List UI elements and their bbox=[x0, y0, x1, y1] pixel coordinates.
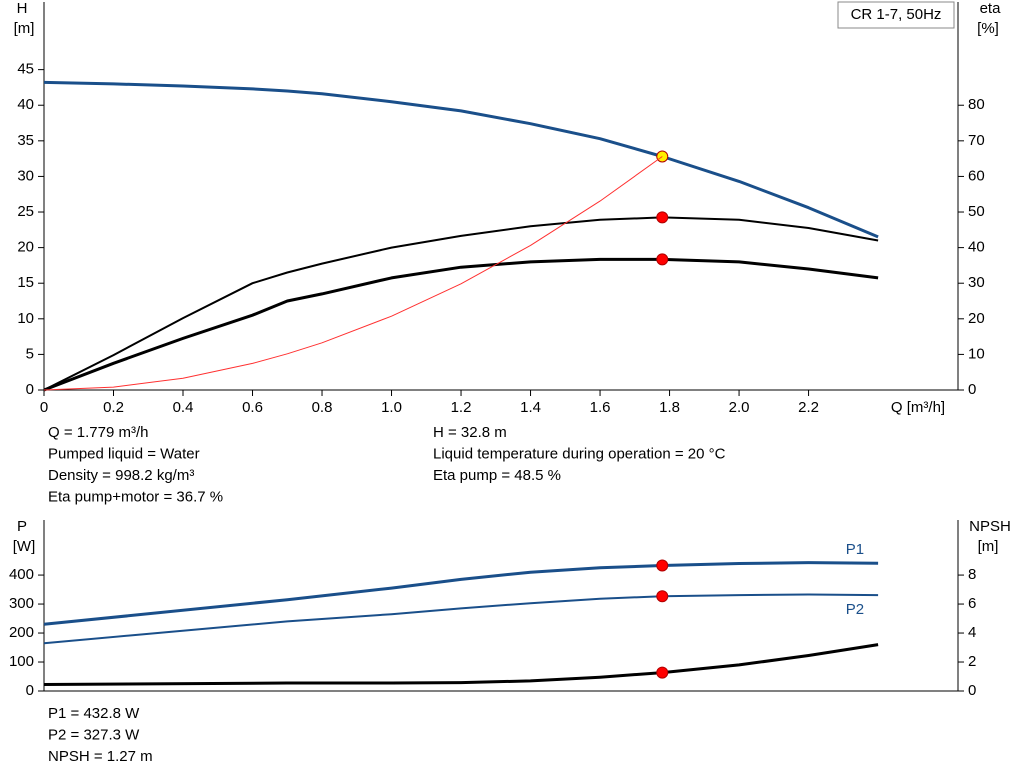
y-tick-label: 0 bbox=[26, 682, 34, 699]
curve bbox=[43, 257, 879, 392]
y2-tick-label: 50 bbox=[968, 203, 985, 220]
y2-tick-label: 20 bbox=[968, 310, 985, 327]
info-text: P2 = 327.3 W bbox=[48, 726, 140, 743]
y-tick-label: 15 bbox=[17, 274, 34, 291]
y2-tick-label: 6 bbox=[968, 595, 976, 612]
y2-tick-label: 80 bbox=[968, 96, 985, 113]
y2-tick-label: 0 bbox=[968, 381, 976, 398]
y2-axis-unit: [m] bbox=[978, 538, 999, 555]
x-tick-label: 0.8 bbox=[312, 399, 333, 416]
y-tick-label: 40 bbox=[17, 96, 34, 113]
y-tick-label: 10 bbox=[17, 310, 34, 327]
y-tick-label: 400 bbox=[9, 566, 34, 583]
info-text: Q = 1.779 m³/h bbox=[48, 424, 148, 441]
y2-tick-label: 10 bbox=[968, 345, 985, 362]
y2-tick-label: 60 bbox=[968, 167, 985, 184]
y-tick-label: 200 bbox=[9, 624, 34, 641]
curve bbox=[43, 80, 879, 239]
x-tick-label: 1.4 bbox=[520, 399, 541, 416]
y-tick-label: 20 bbox=[17, 239, 34, 256]
duty-point bbox=[656, 590, 669, 603]
curve bbox=[43, 156, 663, 391]
y2-tick-label: 0 bbox=[968, 682, 976, 699]
curve bbox=[43, 561, 879, 626]
y2-tick-label: 8 bbox=[968, 566, 976, 583]
info-text: Pumped liquid = Water bbox=[48, 445, 200, 462]
y-tick-label: 0 bbox=[26, 381, 34, 398]
info-text: P1 = 432.8 W bbox=[48, 705, 140, 722]
y-tick-label: 100 bbox=[9, 653, 34, 670]
y-axis-label: H bbox=[17, 0, 28, 17]
chart-title: CR 1-7, 50Hz bbox=[851, 6, 942, 23]
y2-tick-label: 2 bbox=[968, 653, 976, 670]
x-tick-label: 1.0 bbox=[381, 399, 402, 416]
title-box bbox=[837, 1, 955, 29]
y-tick-label: 5 bbox=[26, 345, 34, 362]
x-tick-label: 0 bbox=[40, 399, 48, 416]
x-tick-label: 2.0 bbox=[729, 399, 750, 416]
y2-tick-label: 70 bbox=[968, 132, 985, 149]
x-tick-label: 0.4 bbox=[173, 399, 194, 416]
series-label: P1 bbox=[846, 541, 864, 558]
x-tick-label: 0.2 bbox=[103, 399, 124, 416]
x-axis-label: Q [m³/h] bbox=[891, 399, 945, 416]
x-tick-label: 0.6 bbox=[242, 399, 263, 416]
x-tick-label: 1.8 bbox=[659, 399, 680, 416]
y-tick-label: 300 bbox=[9, 595, 34, 612]
duty-point bbox=[656, 253, 669, 266]
info-text: Density = 998.2 kg/m³ bbox=[48, 467, 194, 484]
info-text: NPSH = 1.27 m bbox=[48, 748, 153, 765]
info-text: Eta pump+motor = 36.7 % bbox=[48, 488, 223, 505]
y2-tick-label: 4 bbox=[968, 624, 976, 641]
curve bbox=[43, 216, 879, 391]
info-text: Liquid temperature during operation = 20… bbox=[433, 445, 726, 462]
x-tick-label: 1.2 bbox=[451, 399, 472, 416]
y2-tick-label: 40 bbox=[968, 239, 985, 256]
duty-point bbox=[656, 211, 669, 224]
y-tick-label: 30 bbox=[17, 167, 34, 184]
duty-point bbox=[656, 666, 669, 679]
y-axis-label: P bbox=[17, 518, 27, 535]
y2-axis-label: eta bbox=[980, 0, 1002, 17]
y-tick-label: 45 bbox=[17, 61, 34, 78]
y-axis-unit: [W] bbox=[13, 538, 36, 555]
y-axis-unit: [m] bbox=[14, 20, 35, 37]
curve bbox=[43, 643, 879, 686]
x-tick-label: 2.2 bbox=[798, 399, 819, 416]
y2-axis-label: NPSH bbox=[969, 518, 1011, 535]
curve bbox=[43, 593, 879, 645]
duty-point bbox=[656, 559, 669, 572]
series-label: P2 bbox=[846, 601, 864, 618]
info-text: H = 32.8 m bbox=[433, 424, 507, 441]
info-text: Eta pump = 48.5 % bbox=[433, 467, 561, 484]
y-tick-label: 25 bbox=[17, 203, 34, 220]
y2-axis-unit: [%] bbox=[977, 20, 999, 37]
x-tick-label: 1.6 bbox=[590, 399, 611, 416]
y-tick-label: 35 bbox=[17, 132, 34, 149]
y2-tick-label: 30 bbox=[968, 274, 985, 291]
